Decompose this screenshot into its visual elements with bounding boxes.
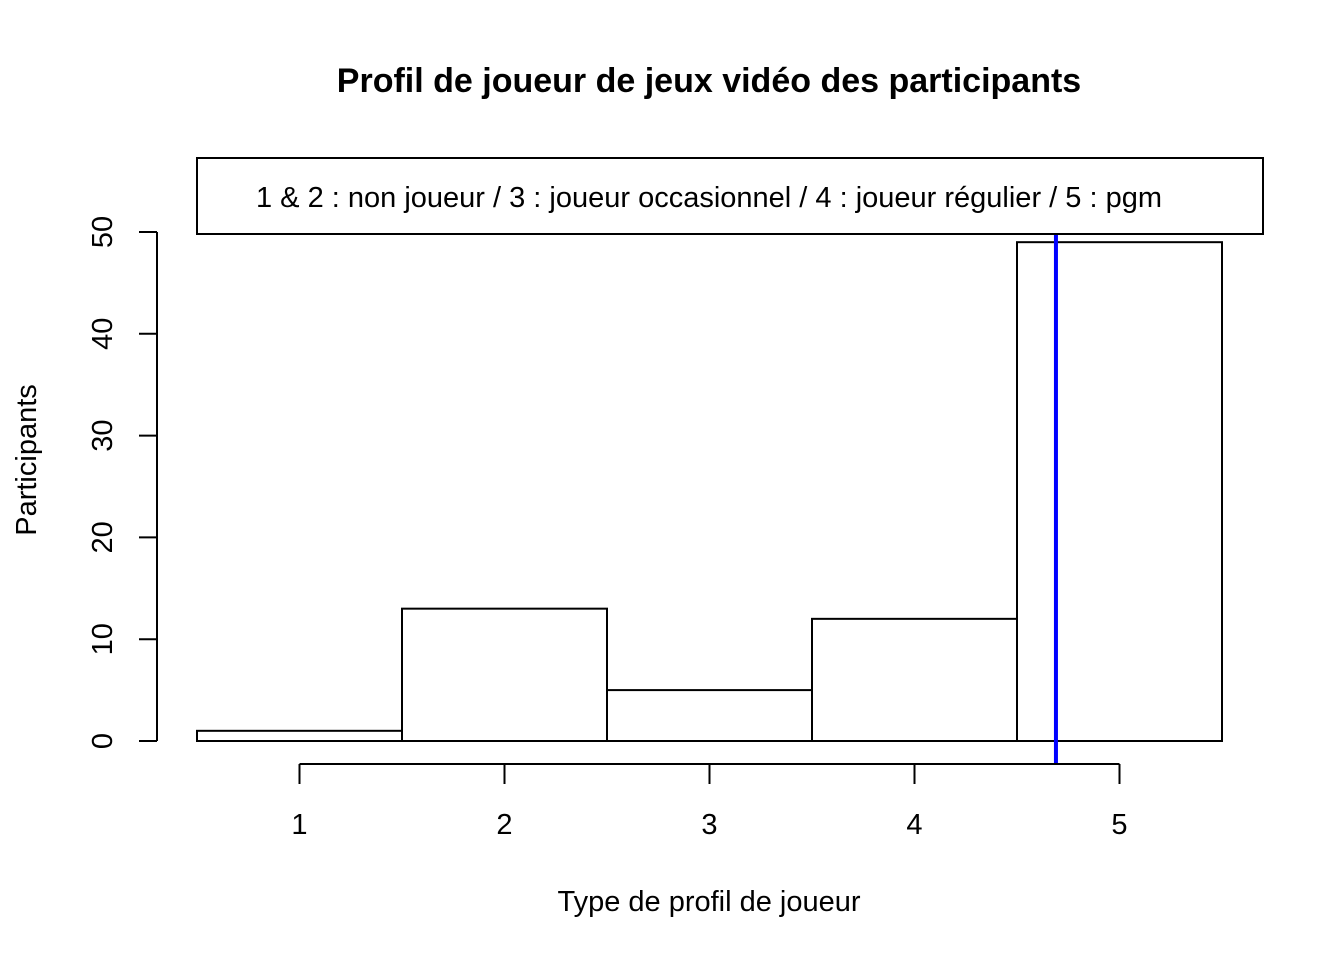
legend-text: 1 & 2 : non joueur / 3 : joueur occasion…: [256, 182, 1162, 214]
y-tick-label-10: 10: [87, 623, 119, 655]
x-tick-label-1: 1: [291, 809, 307, 841]
x-axis: 1 2 3 4 5: [291, 763, 1128, 841]
y-tick-label-40: 40: [87, 318, 119, 350]
y-axis-label: Participants: [11, 384, 43, 536]
y-tick-label-50: 50: [87, 216, 119, 248]
bars: [196, 241, 1223, 743]
y-tick-label-30: 30: [87, 419, 119, 451]
bar-2: [401, 607, 608, 742]
x-tick-label-3: 3: [701, 809, 717, 841]
x-tick-label-5: 5: [1111, 809, 1127, 841]
x-axis-label: Type de profil de joueur: [557, 886, 860, 918]
bar-1: [196, 729, 403, 743]
legend: 1 & 2 : non joueur / 3 : joueur occasion…: [196, 157, 1264, 235]
y-tick-label-0: 0: [87, 733, 119, 749]
bar-3: [606, 689, 813, 742]
x-tick-label-2: 2: [496, 809, 512, 841]
bar-4: [811, 617, 1018, 743]
x-tick-label-4: 4: [906, 809, 922, 841]
bar-5: [1016, 241, 1223, 742]
legend-box: [196, 157, 1264, 235]
chart-title: Profil de joueur de jeux vidéo des parti…: [337, 62, 1081, 100]
y-tick-label-20: 20: [87, 521, 119, 553]
y-axis: 0 10 20 30 40 50: [87, 216, 158, 749]
